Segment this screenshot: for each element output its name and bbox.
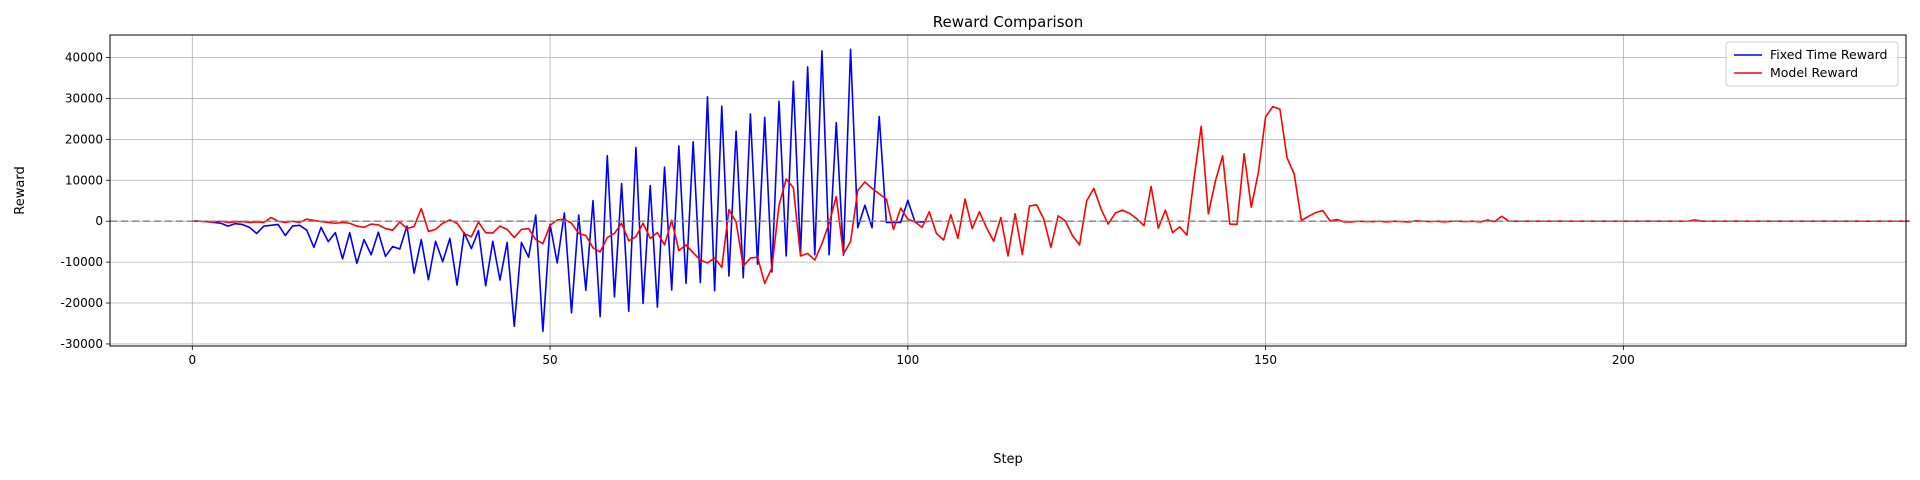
x-tick-label: 100 <box>896 353 919 367</box>
y-tick-label: -30000 <box>60 337 103 351</box>
y-tick-label: 0 <box>95 214 103 228</box>
legend-box <box>1725 41 1899 87</box>
plot-area-frame <box>109 34 1907 347</box>
y-tick-label: -20000 <box>60 296 103 310</box>
grid <box>110 35 1906 346</box>
series-line-fixed-time-reward <box>192 48 930 333</box>
series-line-model-reward <box>192 105 1910 285</box>
legend-entry-label: Model Reward <box>1770 65 1858 80</box>
x-axis-ticks: 0 50 100 150 200 <box>188 346 1635 367</box>
y-tick-label: 10000 <box>65 173 103 187</box>
x-tick-label: 50 <box>542 353 557 367</box>
legend: Fixed Time Reward Model Reward <box>1725 41 1899 87</box>
x-tick-label: 150 <box>1254 353 1277 367</box>
x-tick-label: 200 <box>1612 353 1635 367</box>
chart-title: Reward Comparison <box>933 13 1083 31</box>
y-tick-label: 20000 <box>65 132 103 146</box>
y-axis-label: Reward <box>13 166 28 214</box>
y-tick-label: 30000 <box>65 91 103 105</box>
y-tick-label: 40000 <box>65 51 103 65</box>
legend-entry-label: Fixed Time Reward <box>1770 47 1887 62</box>
y-tick-label: -10000 <box>60 255 103 269</box>
x-tick-label: 0 <box>188 353 196 367</box>
x-axis-label: Step <box>993 452 1023 467</box>
series-layer <box>192 48 1910 333</box>
y-axis-ticks: -30000 -20000 -10000 0 10000 20000 30000 40000 <box>60 51 110 351</box>
